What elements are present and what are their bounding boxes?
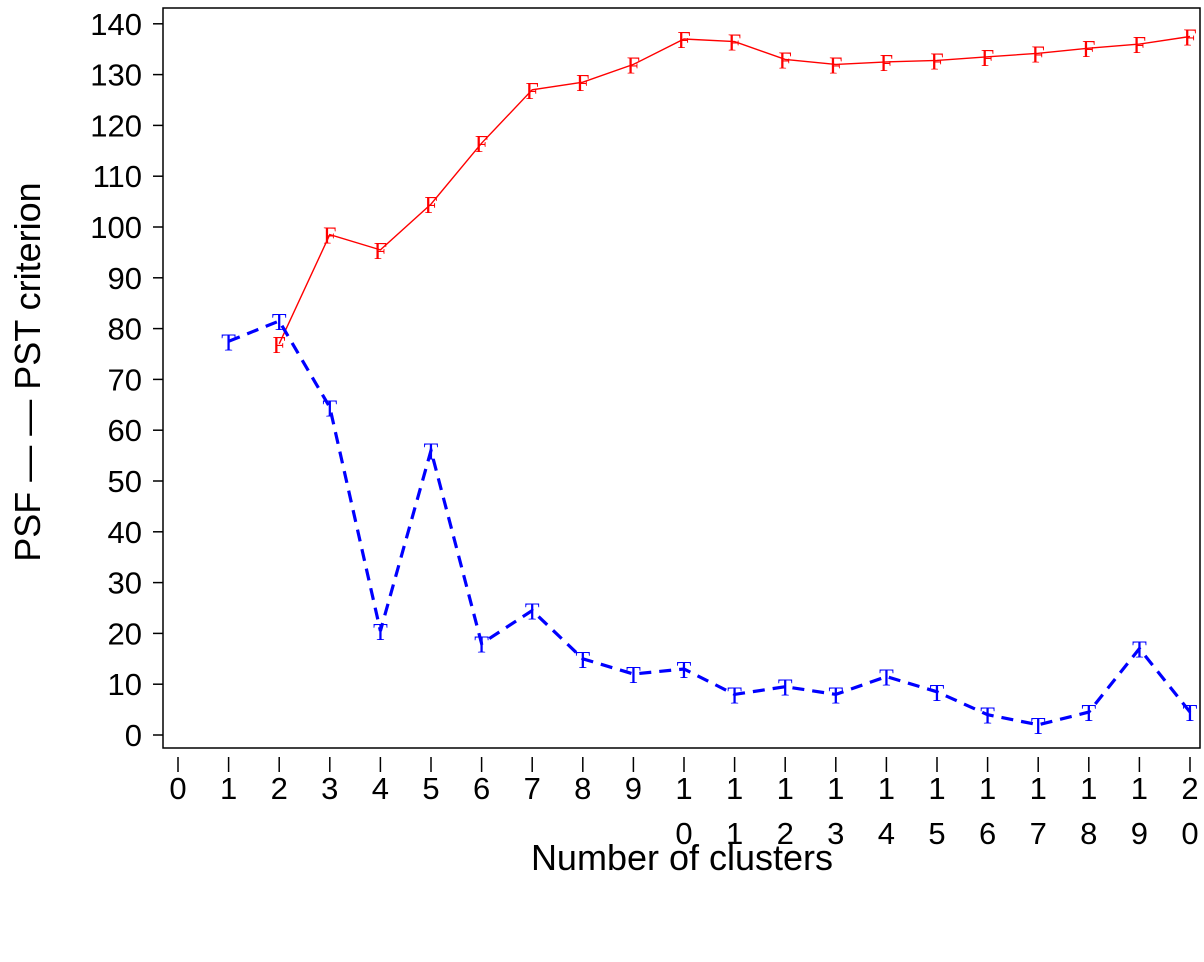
x-tick-label: 1 — [675, 771, 692, 806]
x-tick-label: 1 — [777, 771, 794, 806]
series-marker-F: F — [424, 193, 437, 219]
y-tick-label: 50 — [108, 464, 142, 499]
series-marker-T: T — [575, 648, 590, 674]
x-tick-label: 9 — [625, 771, 642, 806]
y-tick-label: 0 — [125, 718, 142, 753]
series-marker-F: F — [627, 53, 640, 79]
x-axis-title: Number of clusters — [531, 837, 833, 878]
series-marker-F: F — [880, 51, 893, 77]
x-tick-label: 1 — [220, 771, 237, 806]
series-marker-F: F — [981, 46, 994, 72]
series-marker-T: T — [727, 683, 742, 709]
x-tick-label: 2 — [777, 816, 794, 851]
series-marker-F: F — [829, 53, 842, 79]
series-marker-F: F — [273, 333, 286, 359]
y-tick-label: 80 — [108, 312, 142, 347]
series-marker-T: T — [778, 676, 793, 702]
x-tick-label: 1 — [1131, 771, 1148, 806]
y-tick-label: 30 — [108, 566, 142, 601]
series-marker-T: T — [980, 704, 995, 730]
y-tick-label: 90 — [108, 261, 142, 296]
x-tick-label: 1 — [1030, 771, 1047, 806]
x-tick-label: 5 — [422, 771, 439, 806]
x-tick-label: 1 — [979, 771, 996, 806]
y-tick-label: 140 — [90, 7, 142, 42]
series-marker-F: F — [374, 239, 387, 265]
series-marker-T: T — [1081, 701, 1096, 727]
x-tick-label: 1 — [726, 816, 743, 851]
x-tick-label: 6 — [979, 816, 996, 851]
x-tick-label: 1 — [726, 771, 743, 806]
x-tick-label: 0 — [675, 816, 692, 851]
x-tick-label: 7 — [524, 771, 541, 806]
y-tick-label: 60 — [108, 413, 142, 448]
y-tick-label: 130 — [90, 58, 142, 93]
series-marker-T: T — [373, 620, 388, 646]
y-tick-label: 20 — [108, 616, 142, 651]
series-marker-T: T — [1183, 701, 1198, 727]
plot-frame — [162, 7, 1201, 749]
x-tick-label: 4 — [372, 771, 389, 806]
series-marker-T: T — [677, 658, 692, 684]
series-marker-T: T — [626, 663, 641, 689]
x-tick-label: 1 — [1080, 771, 1097, 806]
x-tick-label: 5 — [928, 816, 945, 851]
series-marker-F: F — [1082, 37, 1095, 63]
y-axis-title: PSF — — PST criterion — [7, 182, 48, 561]
series-marker-F: F — [1133, 33, 1146, 59]
series-marker-T: T — [930, 681, 945, 707]
x-tick-label: 7 — [1030, 816, 1047, 851]
x-tick-label: 3 — [321, 771, 338, 806]
series-marker-T: T — [828, 683, 843, 709]
x-tick-label: 9 — [1131, 816, 1148, 851]
x-tick-label: 0 — [169, 771, 186, 806]
series-marker-T: T — [525, 600, 540, 626]
series-marker-T: T — [221, 330, 236, 356]
y-tick-label: 10 — [108, 667, 142, 702]
series-marker-F: F — [728, 31, 741, 57]
series-marker-F: F — [576, 71, 589, 97]
series-marker-T: T — [272, 310, 287, 336]
y-tick-label: 40 — [108, 515, 142, 550]
x-tick-label: 2 — [271, 771, 288, 806]
series-marker-T: T — [879, 666, 894, 692]
x-tick-label: 1 — [878, 771, 895, 806]
y-tick-label: 70 — [108, 362, 142, 397]
x-tick-label: 6 — [473, 771, 490, 806]
x-tick-label: 1 — [827, 771, 844, 806]
series-marker-F: F — [526, 79, 539, 105]
series-marker-F: F — [779, 48, 792, 74]
y-axis: 0 10 20 30 40 50 60 70 80 90 100 110 120 130 140 — [90, 7, 163, 753]
y-tick-label: 120 — [90, 108, 142, 143]
series-line-T — [228, 319, 1192, 727]
series-marker-T: T — [474, 633, 489, 659]
series-line-F — [278, 35, 1191, 345]
x-tick-label: 2 — [1181, 771, 1198, 806]
x-tick-label: 1 — [928, 771, 945, 806]
series-marker-T: T — [1031, 714, 1046, 740]
series-marker-F: F — [677, 28, 690, 54]
y-tick-label: 100 — [90, 210, 142, 245]
x-tick-label: 8 — [1080, 816, 1097, 851]
x-tick-label: 3 — [827, 816, 844, 851]
y-tick-label: 110 — [93, 159, 142, 194]
series-marker-F: F — [1183, 26, 1196, 52]
x-tick-label: 0 — [1181, 816, 1198, 851]
x-tick-label: 8 — [574, 771, 591, 806]
series-marker-F: F — [475, 132, 488, 158]
series-marker-T: T — [424, 440, 439, 466]
series-marker-F: F — [930, 49, 943, 75]
series-marker-F: F — [1032, 42, 1045, 68]
series-marker-T: T — [322, 396, 337, 422]
x-tick-label: 4 — [878, 816, 895, 851]
series-marker-F: F — [323, 224, 336, 250]
series-marker-T: T — [1132, 638, 1147, 664]
